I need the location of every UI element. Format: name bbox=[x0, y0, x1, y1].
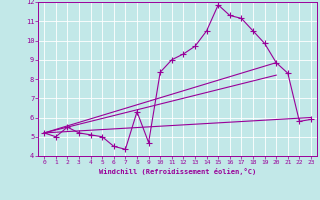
X-axis label: Windchill (Refroidissement éolien,°C): Windchill (Refroidissement éolien,°C) bbox=[99, 168, 256, 175]
